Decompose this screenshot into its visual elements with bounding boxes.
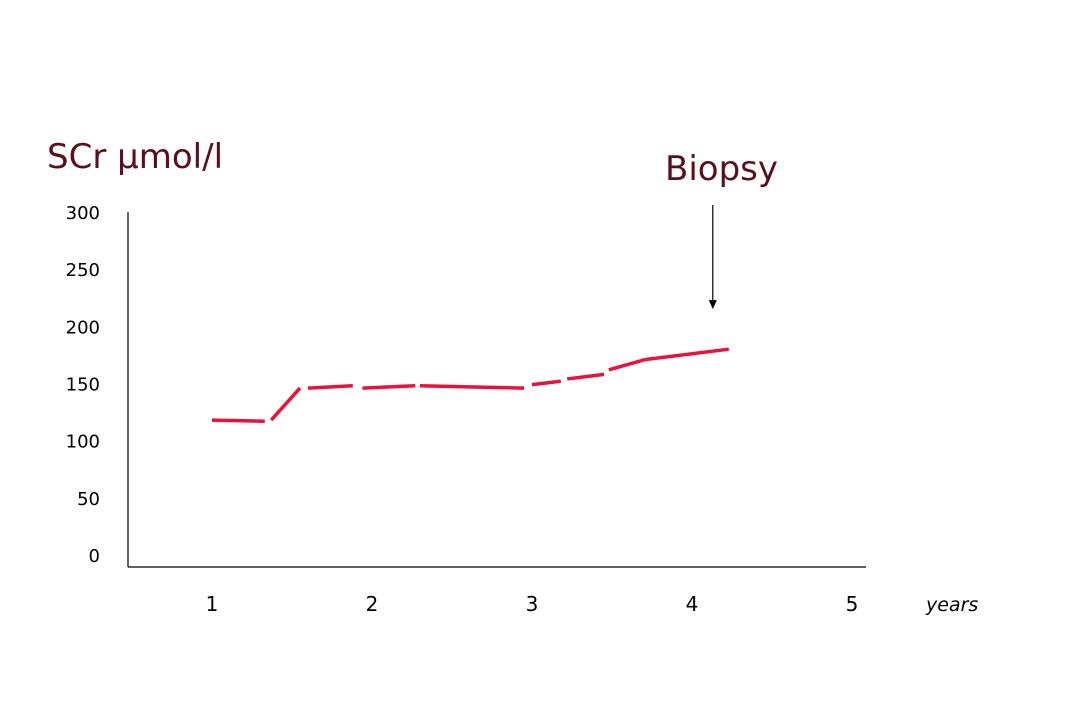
x-axis-unit-label: years <box>925 594 978 616</box>
x-tick-label: 4 <box>686 592 699 616</box>
y-tick-labels: 0 50 100 150 200 250 300 <box>66 203 100 567</box>
x-tick-label: 2 <box>366 592 379 616</box>
biopsy-arrow-head <box>708 300 717 310</box>
biopsy-arrow <box>708 205 717 310</box>
x-tick-labels: 1 2 3 4 5 <box>206 592 859 616</box>
series-line <box>211 347 730 423</box>
series-segment <box>307 384 353 390</box>
y-tick-label: 50 <box>77 489 100 510</box>
series-segment <box>419 384 469 389</box>
series-segment <box>269 386 302 422</box>
axes <box>127 212 866 568</box>
y-tick-label: 200 <box>66 317 100 338</box>
x-tick-label: 1 <box>206 592 219 616</box>
series-segment <box>645 347 730 362</box>
series-segment <box>566 372 605 381</box>
x-tick-label: 3 <box>526 592 539 616</box>
series-segment <box>531 379 562 387</box>
y-tick-label: 100 <box>66 432 100 453</box>
biopsy-annotation-label: Biopsy <box>665 149 778 189</box>
x-tick-label: 5 <box>846 592 859 616</box>
series-segment <box>608 357 647 372</box>
y-tick-label: 150 <box>66 375 100 396</box>
y-tick-label: 300 <box>66 203 100 224</box>
series-segment <box>211 418 265 423</box>
y-axis-label: SCr µmol/l <box>47 137 223 177</box>
y-tick-label: 250 <box>66 260 100 281</box>
series-segment <box>467 385 525 390</box>
y-tick-label: 0 <box>89 546 100 567</box>
series-segment <box>362 384 416 390</box>
